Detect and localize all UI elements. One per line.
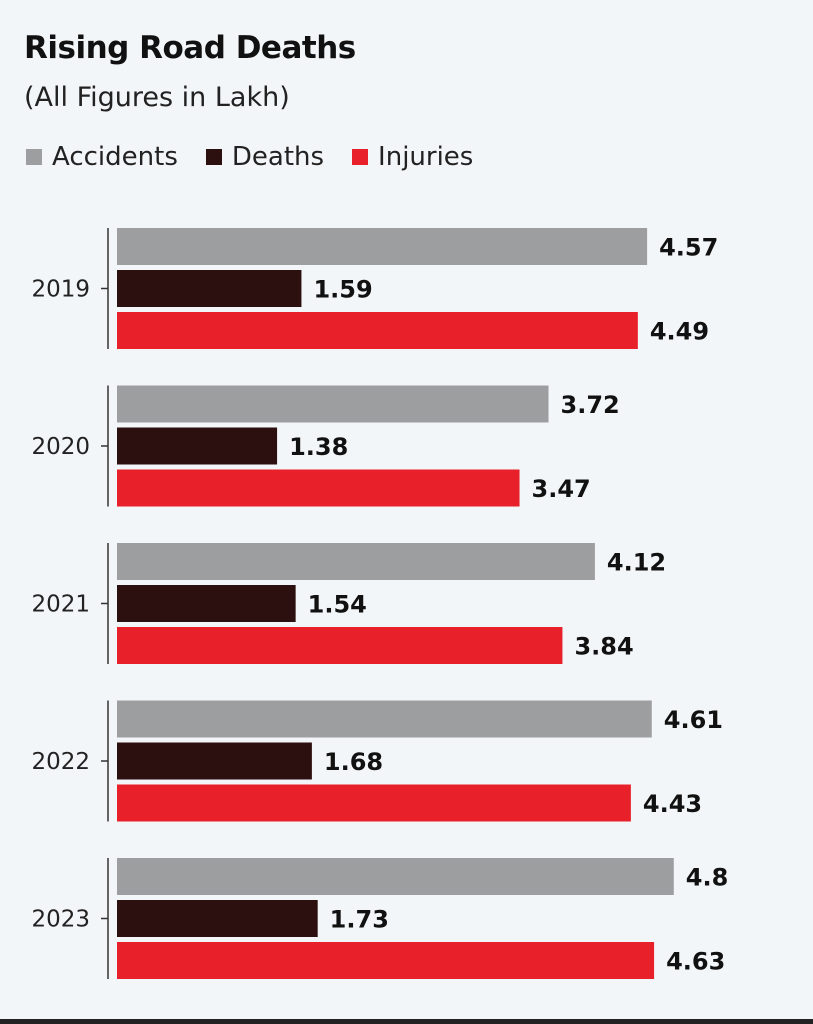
bar-accidents xyxy=(117,858,674,895)
bar-injuries xyxy=(117,312,638,349)
legend-swatch-deaths xyxy=(205,149,222,165)
bar-deaths xyxy=(117,585,296,622)
legend-item-injuries: Injuries xyxy=(352,142,473,172)
bar-deaths xyxy=(117,900,318,937)
legend-label-deaths: Deaths xyxy=(231,142,325,172)
data-label: 4.8 xyxy=(686,864,729,892)
bar-injuries xyxy=(117,627,563,664)
legend-item-accidents: Accidents xyxy=(26,142,178,172)
data-label: 4.61 xyxy=(664,706,723,734)
bar-injuries xyxy=(117,942,655,979)
data-label: 1.38 xyxy=(289,433,348,461)
bar-accidents xyxy=(117,700,652,738)
bottom-strip xyxy=(0,1019,813,1024)
data-label: 3.72 xyxy=(561,391,620,419)
data-label: 4.43 xyxy=(643,790,702,818)
data-label: 4.57 xyxy=(659,234,718,262)
bar-accidents xyxy=(117,228,648,265)
data-label: 4.12 xyxy=(607,549,666,577)
bar-deaths xyxy=(117,742,312,780)
legend-swatch-injuries xyxy=(352,149,369,165)
bar-injuries xyxy=(117,784,631,822)
data-label: 1.54 xyxy=(308,591,367,619)
chart-title: Rising Road Deaths xyxy=(24,30,356,66)
legend-label-accidents: Accidents xyxy=(52,142,178,172)
data-label: 1.68 xyxy=(324,748,383,776)
bar-injuries xyxy=(117,469,520,507)
bar-deaths xyxy=(117,270,302,307)
bar-deaths xyxy=(117,427,278,465)
bar-accidents xyxy=(117,385,549,423)
category-label: 2022 xyxy=(31,749,90,775)
chart-subtitle: (All Figures in Lakh) xyxy=(24,82,290,113)
data-label: 3.47 xyxy=(532,475,591,503)
legend: Accidents Deaths Injuries xyxy=(26,142,501,172)
category-label: 2019 xyxy=(31,277,90,303)
category-label: 2020 xyxy=(31,434,90,460)
data-label: 1.73 xyxy=(330,906,389,934)
data-label: 1.59 xyxy=(313,276,372,304)
category-label: 2023 xyxy=(31,907,90,933)
legend-swatch-accidents xyxy=(26,149,42,165)
legend-item-deaths: Deaths xyxy=(205,142,325,172)
data-label: 3.84 xyxy=(574,633,633,661)
bar-accidents xyxy=(117,543,595,580)
legend-label-injuries: Injuries xyxy=(378,142,474,172)
data-label: 4.49 xyxy=(650,318,709,346)
data-label: 4.63 xyxy=(666,948,725,976)
category-label: 2021 xyxy=(31,592,90,618)
